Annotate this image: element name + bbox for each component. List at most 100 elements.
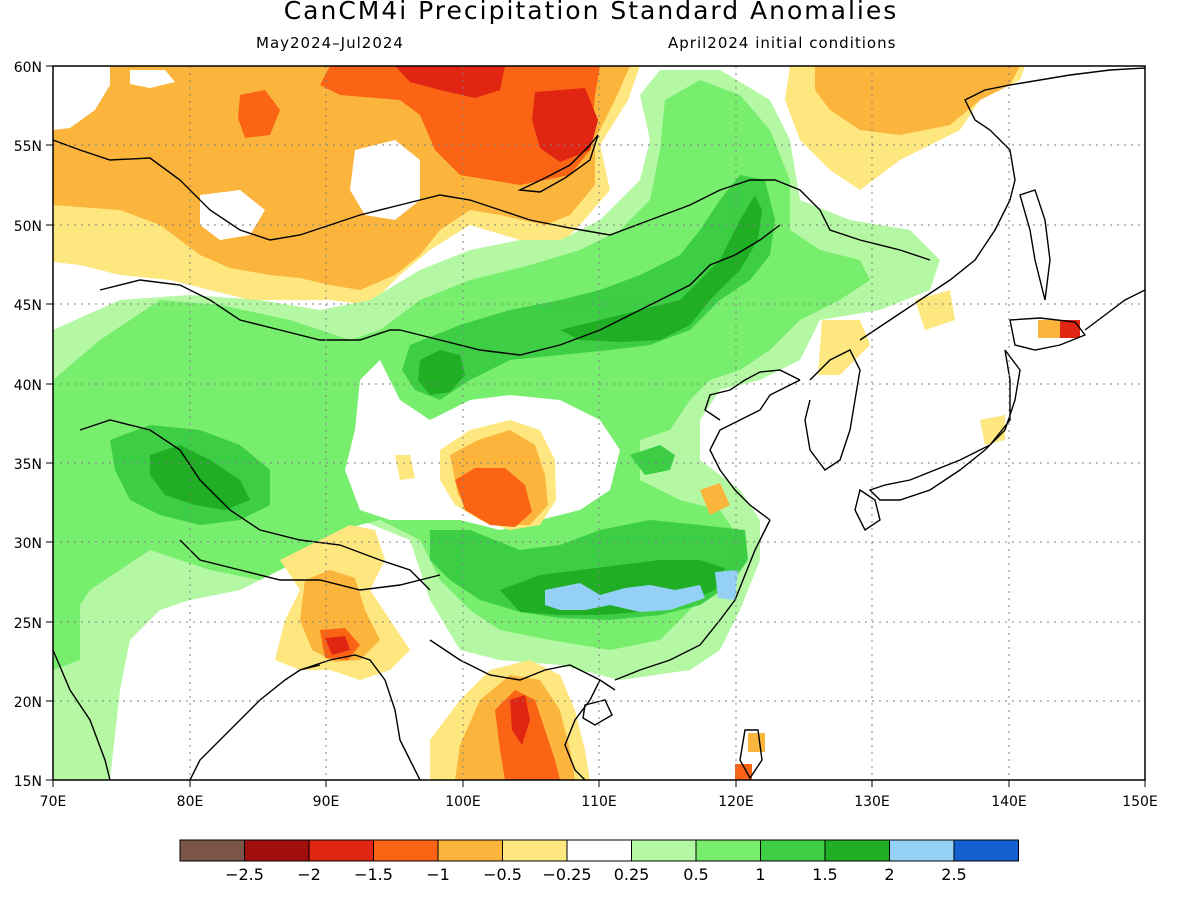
anomaly-northeast-dry xyxy=(815,66,1020,135)
russia-far-east-coast xyxy=(859,67,1145,341)
anomaly-field xyxy=(53,66,1145,780)
colorbar-label: −1.5 xyxy=(354,865,393,884)
latitude-labels: 15N 20N 25N 30N 35N 40N 45N 50N 55N 60N xyxy=(14,60,42,790)
anomaly-north-neutral-4 xyxy=(200,190,265,240)
anomaly-japan-light-dry xyxy=(980,415,1005,445)
border-mongolia-china xyxy=(399,224,781,356)
hainan xyxy=(582,699,613,726)
lon-label: 130E xyxy=(854,794,890,810)
colorbar-swatch xyxy=(179,839,245,862)
anomaly-north-very-dry xyxy=(395,66,505,98)
anomaly-indochina-very-dry xyxy=(510,695,530,745)
lat-label: 50N xyxy=(14,219,42,235)
lat-label: 15N xyxy=(14,774,42,790)
border-kazakh xyxy=(99,279,400,341)
anomaly-korea-light-dry xyxy=(818,320,870,375)
axis-ticks xyxy=(46,65,1146,787)
lat-label: 45N xyxy=(14,298,42,314)
lat-label: 30N xyxy=(14,536,42,552)
anomaly-india-light-wet xyxy=(53,600,80,670)
south-china-coast xyxy=(614,519,771,681)
anomaly-sea-light-dry xyxy=(915,290,955,330)
anomaly-bengal-dry xyxy=(300,570,380,662)
bangladesh-coast xyxy=(299,654,386,681)
colorbar-swatch xyxy=(308,839,374,862)
kyushu xyxy=(854,488,881,532)
longitude-labels: 70E 80E 90E 100E 110E 120E 130E 140E 150… xyxy=(40,794,1158,810)
colorbar-swatch xyxy=(695,839,761,862)
initial-conditions-subtitle: April2024 initial conditions xyxy=(668,34,897,52)
lat-label: 55N xyxy=(14,139,42,155)
colorbar-swatch xyxy=(437,839,503,862)
anomaly-inner-mongolia-strong-wet xyxy=(560,195,762,342)
lat-lon-grid xyxy=(53,66,1145,780)
colorbar-swatch xyxy=(631,839,697,862)
lon-label: 90E xyxy=(313,794,340,810)
lon-label: 110E xyxy=(581,794,617,810)
colorbar-swatch xyxy=(566,839,632,862)
lat-label: 40N xyxy=(14,378,42,394)
colorbar-label: −0.25 xyxy=(542,865,591,884)
anomaly-mongolia-wet xyxy=(402,175,775,400)
northern-border xyxy=(53,139,931,261)
anomaly-hokkaido-dry xyxy=(1038,320,1065,338)
anomaly-tibet-strong-dry xyxy=(455,468,532,527)
lat-label: 25N xyxy=(14,616,42,632)
kuril-arc xyxy=(1084,289,1145,331)
lat-label: 35N xyxy=(14,457,42,473)
colorbar-label: −2.5 xyxy=(225,865,264,884)
coastlines-and-borders xyxy=(53,67,1145,780)
anomaly-bengal-very-dry xyxy=(325,636,350,655)
anomaly-baikal-very-dry xyxy=(532,88,598,162)
colorbar-label: −2 xyxy=(297,865,321,884)
anomaly-north-neutral-2 xyxy=(130,70,175,88)
lon-label: 120E xyxy=(718,794,754,810)
colorbar-swatch xyxy=(889,839,955,862)
anomaly-yangtze-extreme-wet xyxy=(545,583,705,612)
myanmar-coast xyxy=(384,679,421,780)
east-china-coast xyxy=(709,379,801,521)
anomaly-north-strong-dry-2 xyxy=(238,90,280,138)
colorbar-swatch xyxy=(502,839,568,862)
colorbar-label: 2 xyxy=(884,865,894,884)
honshu xyxy=(868,349,1021,501)
lon-label: 80E xyxy=(177,794,204,810)
anomaly-east-china-wet xyxy=(630,445,675,475)
india-west-coast xyxy=(53,649,111,780)
colorbar-swatch xyxy=(824,839,890,862)
colorbar xyxy=(179,839,1019,862)
colorbar-label: 1 xyxy=(755,865,765,884)
colorbar-label: −0.5 xyxy=(483,865,522,884)
forecast-period-subtitle: May2024–Jul2024 xyxy=(256,34,404,52)
anomaly-hokkaido-very-dry xyxy=(1060,320,1080,338)
anomaly-tibet-west-light-dry xyxy=(395,455,415,480)
lake-baikal xyxy=(517,134,599,193)
sakhalin xyxy=(1019,189,1051,301)
anomaly-shandong-dry xyxy=(700,483,730,515)
lon-label: 150E xyxy=(1122,794,1158,810)
colorbar-swatch xyxy=(244,839,310,862)
colorbar-swatch xyxy=(373,839,439,862)
lat-label: 20N xyxy=(14,695,42,711)
vietnam-coast xyxy=(564,679,601,780)
lon-label: 100E xyxy=(445,794,481,810)
anomaly-north-strong-dry xyxy=(320,66,600,185)
bohai-coast xyxy=(704,369,801,421)
anomaly-north-neutral-3 xyxy=(350,140,420,220)
colorbar-label: 1.5 xyxy=(812,865,837,884)
colorbar-swatch xyxy=(953,839,1019,862)
colorbar-label: −1 xyxy=(426,865,450,884)
border-himalaya xyxy=(79,419,431,591)
korea-coast xyxy=(804,349,861,471)
colorbar-label: 2.5 xyxy=(941,865,966,884)
map-title: CanCM4i Precipitation Standard Anomalies xyxy=(283,0,899,25)
colorbar-label: 0.5 xyxy=(683,865,708,884)
border-india-tibet xyxy=(179,539,441,591)
taiwan xyxy=(739,729,763,780)
lon-label: 70E xyxy=(40,794,67,810)
lat-label: 60N xyxy=(14,60,42,76)
anomaly-coast-extreme-wet xyxy=(715,570,738,600)
colorbar-label: 0.25 xyxy=(614,865,650,884)
colorbar-swatch xyxy=(760,839,826,862)
